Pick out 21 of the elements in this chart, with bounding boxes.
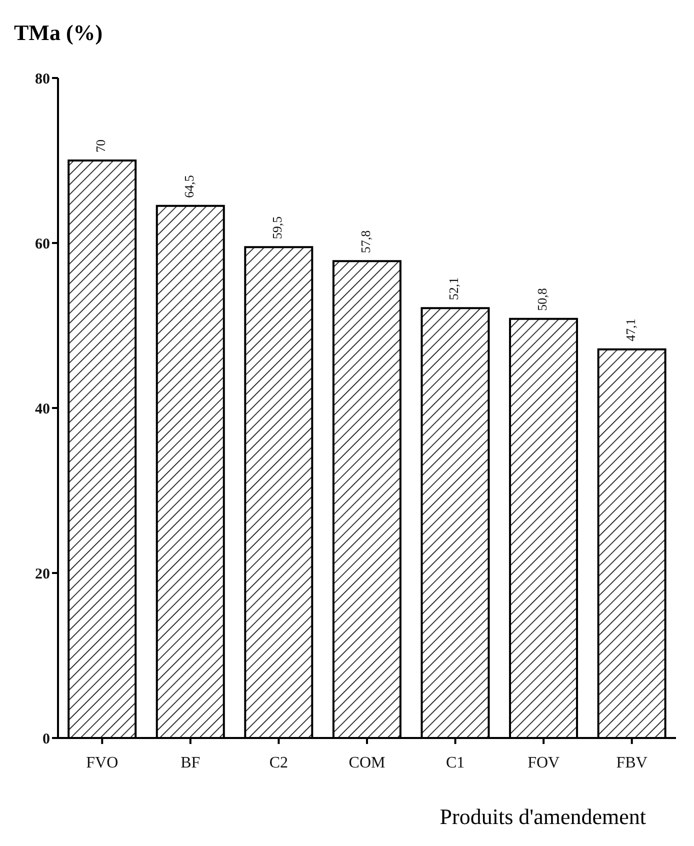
y-tick-label: 40 xyxy=(35,401,50,418)
data-label: 64,5 xyxy=(181,175,196,198)
data-label: 47,1 xyxy=(622,318,638,342)
y-tick-label: 60 xyxy=(35,236,50,252)
x-axis-title: Produits d'amendement xyxy=(440,804,646,830)
x-tick-label: C1 xyxy=(446,754,465,772)
data-label: 59,5 xyxy=(270,216,285,240)
data-label: 50,8 xyxy=(534,288,550,311)
x-tick-label: BF xyxy=(180,754,200,772)
y-tick-label: 20 xyxy=(35,566,50,582)
data-label: 52,1 xyxy=(446,277,462,300)
y-tick-label: 0 xyxy=(42,731,50,748)
x-tick-label: FOV xyxy=(528,754,560,772)
data-label: 57,8 xyxy=(358,230,373,254)
x-tick-label: COM xyxy=(348,754,386,772)
x-tick-label: FBV xyxy=(616,754,648,772)
x-tick-label: FVO xyxy=(86,754,118,772)
y-axis-title: TMa (%) xyxy=(14,20,103,46)
x-tick-label: C2 xyxy=(269,754,288,772)
y-tick-label: 80 xyxy=(35,71,50,88)
data-label: 70 xyxy=(93,140,108,152)
